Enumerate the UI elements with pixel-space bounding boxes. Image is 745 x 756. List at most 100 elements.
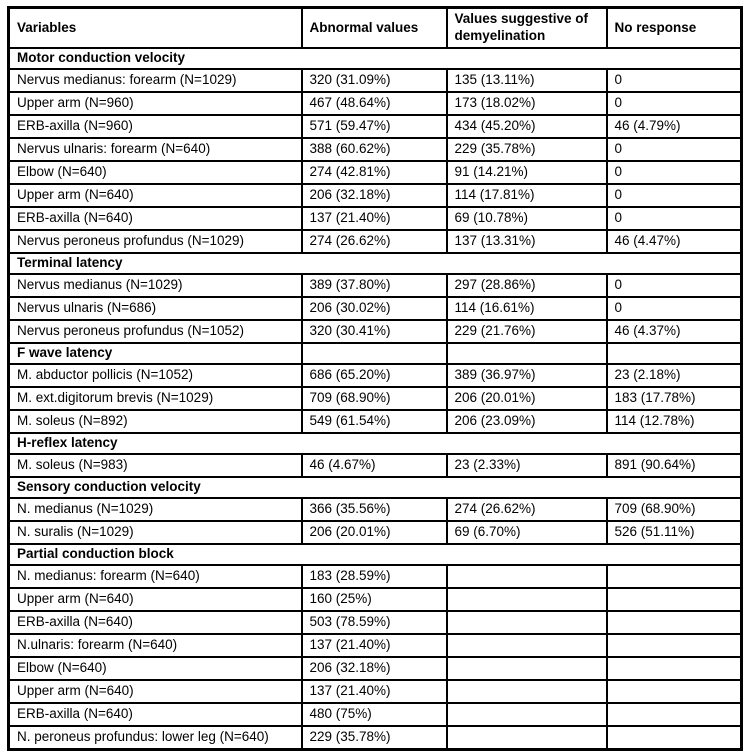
value-cell: 114 (12.78%) bbox=[605, 409, 743, 434]
value-cell bbox=[605, 656, 743, 681]
row-label-cell: Upper arm (N=640) bbox=[7, 587, 303, 612]
row-label-cell: ERB-axilla (N=960) bbox=[7, 114, 303, 139]
value-cell: 0 bbox=[605, 206, 743, 231]
row-label-cell: N. suralis (N=1029) bbox=[7, 520, 303, 545]
row-label-cell: M. soleus (N=983) bbox=[7, 453, 303, 478]
row-label-cell: Nervus peroneus profundus (N=1029) bbox=[7, 229, 303, 254]
table-row: N. medianus: forearm (N=640) 183 (28.59%) bbox=[7, 564, 743, 589]
table-row: Upper arm (N=640) 160 (25%) bbox=[7, 587, 743, 612]
row-label-cell: Upper arm (N=640) bbox=[7, 679, 303, 704]
value-cell bbox=[445, 587, 608, 612]
value-cell bbox=[445, 564, 608, 589]
row-label-cell: Nervus peroneus profundus (N=1052) bbox=[7, 319, 303, 344]
value-cell: 0 bbox=[605, 91, 743, 116]
value-cell bbox=[605, 679, 743, 704]
table-row: Upper arm (N=960) 467 (48.64%) 173 (18.02%… bbox=[7, 91, 743, 116]
value-cell bbox=[605, 633, 743, 658]
table-row: M. ext.digitorum brevis (N=1029) 709 (68.… bbox=[7, 386, 743, 411]
value-cell: 160 (25%) bbox=[300, 587, 448, 612]
section-label-cell: Motor conduction velocity bbox=[7, 47, 743, 70]
value-cell: 526 (51.11%) bbox=[605, 520, 743, 545]
value-cell bbox=[605, 587, 743, 612]
section-label-cell: Terminal latency bbox=[7, 252, 743, 275]
table-row: N.ulnaris: forearm (N=640) 137 (21.40%) bbox=[7, 633, 743, 658]
table-row: ERB-axilla (N=640) 137 (21.40%) 69 (10.78%… bbox=[7, 206, 743, 231]
value-cell: 173 (18.02%) bbox=[445, 91, 608, 116]
value-cell: 389 (37.80%) bbox=[300, 273, 448, 298]
table-row: ERB-axilla (N=960) 571 (59.47%) 434 (45.20… bbox=[7, 114, 743, 139]
value-cell: 709 (68.90%) bbox=[300, 386, 448, 411]
value-cell: 320 (31.09%) bbox=[300, 68, 448, 93]
value-cell: 229 (35.78%) bbox=[445, 137, 608, 162]
section-row: Motor conduction velocity bbox=[7, 47, 743, 70]
row-label-cell: Nervus medianus (N=1029) bbox=[7, 273, 303, 298]
column-header-values-suggestive-of-demyelination: Values suggestive of demyelination bbox=[445, 6, 608, 49]
value-cell bbox=[605, 702, 743, 727]
value-cell bbox=[445, 610, 608, 635]
value-cell: 46 (4.47%) bbox=[605, 229, 743, 254]
value-cell: 549 (61.54%) bbox=[300, 409, 448, 434]
value-cell: 389 (36.97%) bbox=[445, 363, 608, 388]
value-cell: 229 (21.76%) bbox=[445, 319, 608, 344]
value-cell: 137 (13.31%) bbox=[445, 229, 608, 254]
row-label-cell: Elbow (N=640) bbox=[7, 656, 303, 681]
value-cell: 114 (17.81%) bbox=[445, 183, 608, 208]
value-cell: 571 (59.47%) bbox=[300, 114, 448, 139]
section-row: Terminal latency bbox=[7, 252, 743, 275]
table-body: Motor conduction velocity Nervus medianus… bbox=[7, 47, 743, 751]
value-cell: 206 (20.01%) bbox=[445, 386, 608, 411]
row-label-cell: Upper arm (N=960) bbox=[7, 91, 303, 116]
value-cell: 467 (48.64%) bbox=[300, 91, 448, 116]
row-label-cell: N. medianus (N=1029) bbox=[7, 497, 303, 522]
value-cell: 91 (14.21%) bbox=[445, 160, 608, 185]
value-cell: 183 (17.78%) bbox=[605, 386, 743, 411]
value-cell: 686 (65.20%) bbox=[300, 363, 448, 388]
section-label-cell: H-reflex latency bbox=[7, 432, 743, 455]
value-cell bbox=[605, 564, 743, 589]
value-cell bbox=[445, 702, 608, 727]
value-cell: 0 bbox=[605, 160, 743, 185]
table-row: N. suralis (N=1029) 206 (20.01%) 69 (6.70%… bbox=[7, 520, 743, 545]
value-cell: 137 (21.40%) bbox=[300, 679, 448, 704]
empty-cell bbox=[300, 342, 448, 365]
empty-cell bbox=[605, 342, 743, 365]
header-row: Variables Abnormal values Values suggest… bbox=[7, 6, 743, 49]
value-cell: 137 (21.40%) bbox=[300, 633, 448, 658]
value-cell: 114 (16.61%) bbox=[445, 296, 608, 321]
value-cell: 709 (68.90%) bbox=[605, 497, 743, 522]
table-row: M. abductor pollicis (N=1052) 686 (65.20%… bbox=[7, 363, 743, 388]
table-row: Nervus peroneus profundus (N=1052) 320 (3… bbox=[7, 319, 743, 344]
value-cell: 388 (60.62%) bbox=[300, 137, 448, 162]
column-header-no-response: No response bbox=[605, 6, 743, 49]
value-cell: 206 (23.09%) bbox=[445, 409, 608, 434]
value-cell: 137 (21.40%) bbox=[300, 206, 448, 231]
table-row: Nervus medianus: forearm (N=1029) 320 (31… bbox=[7, 68, 743, 93]
value-cell: 23 (2.18%) bbox=[605, 363, 743, 388]
value-cell: 229 (35.78%) bbox=[300, 725, 448, 751]
column-header-abnormal-values: Abnormal values bbox=[300, 6, 448, 49]
table-row: Elbow (N=640) 274 (42.81%) 91 (14.21%) 0 bbox=[7, 160, 743, 185]
value-cell: 135 (13.11%) bbox=[445, 68, 608, 93]
value-cell: 46 (4.67%) bbox=[300, 453, 448, 478]
section-label-cell: F wave latency bbox=[7, 342, 303, 365]
table-row: M. soleus (N=983) 46 (4.67%) 23 (2.33%) 891… bbox=[7, 453, 743, 478]
value-cell bbox=[445, 633, 608, 658]
row-label-cell: N. peroneus profundus: lower leg (N=640) bbox=[7, 725, 303, 751]
value-cell: 274 (26.62%) bbox=[445, 497, 608, 522]
table-row: M. soleus (N=892) 549 (61.54%) 206 (23.09%… bbox=[7, 409, 743, 434]
section-label-cell: Sensory conduction velocity bbox=[7, 476, 743, 499]
nerve-conduction-table: Variables Abnormal values Values suggest… bbox=[7, 6, 743, 751]
value-cell: 0 bbox=[605, 273, 743, 298]
table-row: N. peroneus profundus: lower leg (N=640)… bbox=[7, 725, 743, 751]
row-label-cell: Nervus ulnaris (N=686) bbox=[7, 296, 303, 321]
value-cell: 206 (32.18%) bbox=[300, 656, 448, 681]
section-row: Partial conduction block bbox=[7, 543, 743, 566]
row-label-cell: M. soleus (N=892) bbox=[7, 409, 303, 434]
table-row: Upper arm (N=640) 206 (32.18%) 114 (17.81%… bbox=[7, 183, 743, 208]
value-cell: 366 (35.56%) bbox=[300, 497, 448, 522]
table-row: ERB-axilla (N=640) 503 (78.59%) bbox=[7, 610, 743, 635]
value-cell: 891 (90.64%) bbox=[605, 453, 743, 478]
row-label-cell: N. medianus: forearm (N=640) bbox=[7, 564, 303, 589]
value-cell: 274 (26.62%) bbox=[300, 229, 448, 254]
